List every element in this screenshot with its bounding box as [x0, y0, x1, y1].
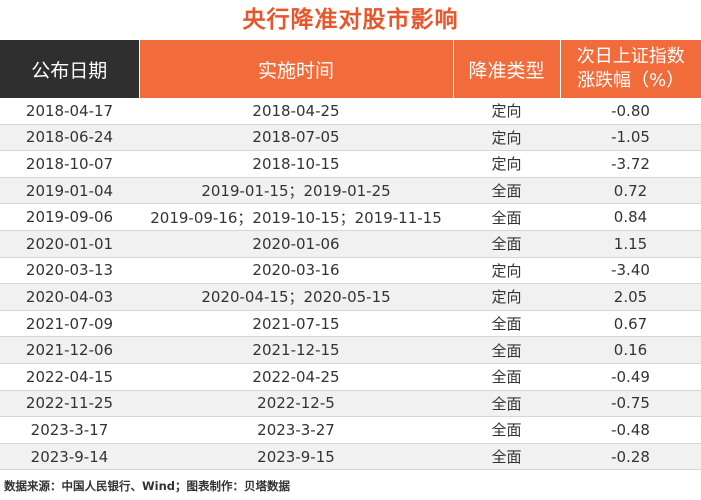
table-row: 2020-03-13 2020-03-16 定向 -3.40 — [0, 257, 701, 285]
implement-time-cell: 2018-07-05 — [139, 124, 453, 152]
implement-time-cell: 2022-12-5 — [139, 390, 453, 418]
change-cell: -3.72 — [560, 150, 701, 178]
implement-time-cell: 2021-07-15 — [139, 310, 453, 338]
table-row: 2019-01-04 2019-01-15；2019-01-25 全面 0.72 — [0, 177, 701, 205]
cut-type-cell: 全面 — [453, 416, 560, 444]
change-cell: -0.80 — [560, 98, 701, 125]
announce-date-cell: 2023-9-14 — [0, 443, 139, 471]
implement-time-cell: 2023-3-27 — [139, 416, 453, 444]
announce-date-cell: 2019-09-06 — [0, 203, 139, 231]
announce-date-cell: 2023-3-17 — [0, 416, 139, 444]
table-row: 2021-07-09 2021-07-15 全面 0.67 — [0, 310, 701, 338]
header-next-day-change-line2: 涨跌幅（%） — [577, 70, 685, 91]
implement-time-cell: 2020-01-06 — [139, 230, 453, 258]
change-cell: -3.40 — [560, 257, 701, 285]
cut-type-cell: 全面 — [453, 390, 560, 418]
header-next-day-change: 次日上证指数 涨跌幅（%） — [559, 40, 701, 98]
implement-time-cell: 2021-12-15 — [139, 336, 453, 364]
cut-type-cell: 全面 — [453, 203, 560, 231]
cut-type-cell: 全面 — [453, 363, 560, 391]
cut-type-cell: 定向 — [453, 98, 560, 125]
cut-type-cell: 定向 — [453, 124, 560, 152]
implement-time-cell: 2020-03-16 — [139, 257, 453, 285]
cut-type-cell: 全面 — [453, 443, 560, 471]
cut-type-cell: 全面 — [453, 177, 560, 205]
table-row: 2018-04-17 2018-04-25 定向 -0.80 — [0, 98, 701, 125]
change-cell: 0.84 — [560, 203, 701, 231]
table-row: 2018-10-07 2018-10-15 定向 -3.72 — [0, 150, 701, 178]
change-cell: -0.28 — [560, 443, 701, 471]
implement-time-cell: 2020-04-15；2020-05-15 — [139, 283, 453, 311]
change-cell: 0.72 — [560, 177, 701, 205]
table-row: 2019-09-06 2019-09-16；2019-10-15；2019-11-… — [0, 203, 701, 231]
announce-date-cell: 2020-04-03 — [0, 283, 139, 311]
table-body: 2018-04-17 2018-04-25 定向 -0.80 2018-06-24 201… — [0, 98, 701, 471]
change-cell: -1.05 — [560, 124, 701, 152]
header-next-day-change-line1: 次日上证指数 — [576, 46, 685, 67]
announce-date-cell: 2019-01-04 — [0, 177, 139, 205]
change-cell: -0.49 — [560, 363, 701, 391]
header-announce-date: 公布日期 — [0, 40, 139, 98]
announce-date-cell: 2022-11-25 — [0, 390, 139, 418]
implement-time-cell: 2023-9-15 — [139, 443, 453, 471]
cut-type-cell: 定向 — [453, 283, 560, 311]
table-row: 2023-3-17 2023-3-27 全面 -0.48 — [0, 416, 701, 444]
cut-type-cell: 全面 — [453, 336, 560, 364]
implement-time-cell: 2018-10-15 — [139, 150, 453, 178]
change-cell: -0.75 — [560, 390, 701, 418]
cut-type-cell: 全面 — [453, 230, 560, 258]
announce-date-cell: 2018-06-24 — [0, 124, 139, 152]
announce-date-cell: 2021-12-06 — [0, 336, 139, 364]
page-title: 央行降准对股市影响 — [242, 7, 459, 33]
announce-date-cell: 2018-04-17 — [0, 98, 139, 125]
table-row: 2021-12-06 2021-12-15 全面 0.16 — [0, 336, 701, 364]
table-row: 2020-01-01 2020-01-06 全面 1.15 — [0, 230, 701, 258]
table-row: 2018-06-24 2018-07-05 定向 -1.05 — [0, 124, 701, 152]
change-cell: -0.48 — [560, 416, 701, 444]
implement-time-cell: 2018-04-25 — [139, 98, 453, 125]
rrr-cut-table: 公布日期 实施时间 降准类型 次日上证指数 涨跌幅（%） 2018-04-17 2… — [0, 40, 701, 471]
change-cell: 1.15 — [560, 230, 701, 258]
table-row: 2022-11-25 2022-12-5 全面 -0.75 — [0, 390, 701, 418]
implement-time-cell: 2019-01-15；2019-01-25 — [139, 177, 453, 205]
cut-type-cell: 全面 — [453, 310, 560, 338]
change-cell: 0.67 — [560, 310, 701, 338]
implement-time-cell: 2019-09-16；2019-10-15；2019-11-15 — [139, 203, 453, 231]
header-implement-time: 实施时间 — [138, 40, 453, 98]
source-note: 数据来源：中国人民银行、Wind；图表制作：贝塔数据 — [4, 479, 291, 493]
announce-date-cell: 2020-01-01 — [0, 230, 139, 258]
cut-type-cell: 定向 — [453, 150, 560, 178]
table-row: 2020-04-03 2020-04-15；2020-05-15 定向 2.05 — [0, 283, 701, 311]
header-cut-type: 降准类型 — [452, 40, 560, 98]
cut-type-cell: 定向 — [453, 257, 560, 285]
change-cell: 2.05 — [560, 283, 701, 311]
implement-time-cell: 2022-04-25 — [139, 363, 453, 391]
change-cell: 0.16 — [560, 336, 701, 364]
table-row: 2022-04-15 2022-04-25 全面 -0.49 — [0, 363, 701, 391]
table-row: 2023-9-14 2023-9-15 全面 -0.28 — [0, 443, 701, 471]
announce-date-cell: 2021-07-09 — [0, 310, 139, 338]
announce-date-cell: 2020-03-13 — [0, 257, 139, 285]
header-row: 公布日期 实施时间 降准类型 次日上证指数 涨跌幅（%） — [0, 40, 701, 98]
announce-date-cell: 2018-10-07 — [0, 150, 139, 178]
announce-date-cell: 2022-04-15 — [0, 363, 139, 391]
